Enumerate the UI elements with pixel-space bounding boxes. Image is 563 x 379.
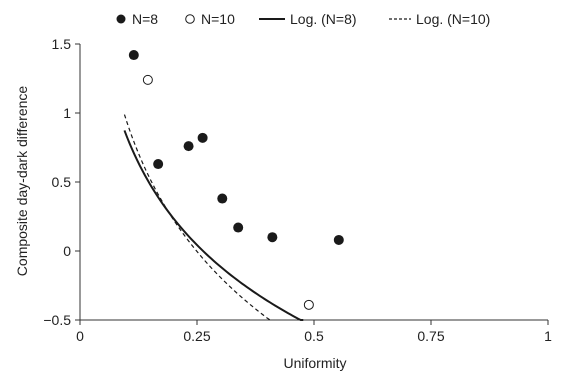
data-point-n8 (267, 232, 278, 243)
trendlines (123, 114, 304, 321)
x-tick-label: 0 (76, 328, 84, 344)
legend-marker-n8 (116, 14, 126, 24)
x-tick-label: 0.75 (417, 328, 444, 344)
data-points (128, 50, 344, 310)
x-axis-label: Uniformity (283, 355, 346, 371)
data-point-n10 (303, 299, 314, 310)
y-tick-label: −0.5 (43, 312, 71, 328)
y-tick-label: 0 (63, 243, 71, 259)
x-tick-label: 1 (544, 328, 552, 344)
legend-label-log-n8: Log. (N=8) (290, 11, 357, 27)
data-point-n8 (128, 50, 139, 61)
data-point-n8 (333, 234, 344, 245)
data-point-n8 (197, 132, 208, 143)
legend-label-log-n10: Log. (N=10) (416, 11, 490, 27)
y-tick-label: 0.5 (52, 174, 72, 190)
data-point-n8 (217, 193, 228, 204)
trendline-log-n8 (123, 130, 304, 321)
x-tick-label: 0.25 (183, 328, 210, 344)
data-point-n8 (233, 222, 244, 233)
data-point-n8 (183, 141, 194, 152)
legend: N=8 N=10 Log. (N=8) Log. (N=10) (116, 11, 490, 27)
axes: 0 0.25 0.5 0.75 1 −0.5 0 0.5 1 1.5 (43, 36, 552, 344)
x-tick-label: 0.5 (304, 328, 324, 344)
y-tick-label: 1 (63, 105, 71, 121)
legend-label-n10: N=10 (201, 11, 235, 27)
legend-marker-n10 (185, 14, 195, 24)
y-tick-label: 1.5 (52, 36, 72, 52)
data-point-n8 (153, 159, 164, 170)
data-point-n10 (142, 74, 153, 85)
legend-label-n8: N=8 (132, 11, 158, 27)
y-axis-label: Composite day-dark difference (14, 86, 30, 277)
